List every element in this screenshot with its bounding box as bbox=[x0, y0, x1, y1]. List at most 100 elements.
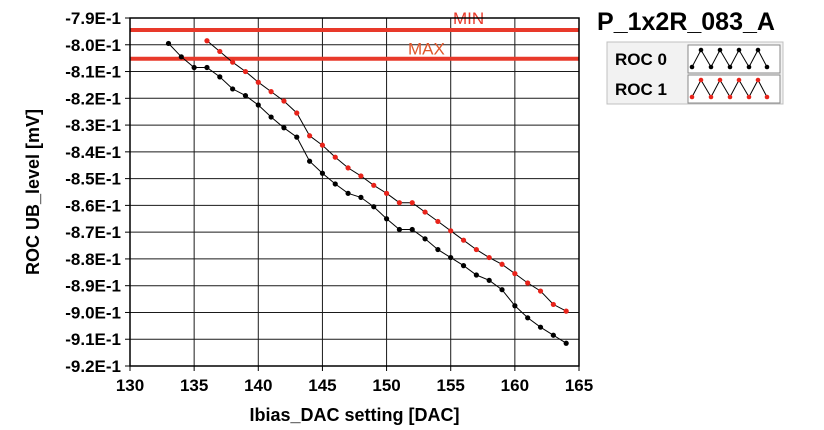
data-point-roc-0 bbox=[191, 64, 197, 71]
data-point-roc-1 bbox=[550, 301, 556, 308]
data-point-roc-0 bbox=[409, 226, 415, 233]
data-point-roc-0 bbox=[486, 277, 492, 283]
data-point-roc-0 bbox=[473, 272, 479, 278]
data-point-roc-0 bbox=[217, 74, 223, 80]
data-point-roc-0 bbox=[537, 324, 544, 330]
legend-marker-roc-0 bbox=[764, 64, 770, 70]
x-tick-label: 155 bbox=[437, 376, 465, 395]
data-point-roc-1 bbox=[422, 209, 428, 215]
legend-marker-roc-1 bbox=[689, 94, 695, 100]
legend-marker-roc-1 bbox=[746, 94, 752, 100]
data-point-roc-1 bbox=[448, 228, 454, 234]
data-point-roc-0 bbox=[563, 340, 569, 346]
y-tick-label: -7.9E-1 bbox=[65, 9, 121, 28]
legend-marker-roc-1 bbox=[717, 77, 723, 83]
data-point-roc-1 bbox=[294, 110, 300, 116]
y-axis-title: ROC UB_level [mV] bbox=[23, 109, 43, 275]
y-tick-label: -8.0E-1 bbox=[65, 36, 121, 55]
y-tick-label: -8.5E-1 bbox=[65, 170, 121, 189]
data-point-roc-1 bbox=[537, 288, 544, 294]
data-point-roc-0 bbox=[332, 181, 338, 187]
data-point-roc-0 bbox=[512, 303, 518, 309]
data-point-roc-0 bbox=[396, 226, 402, 233]
legend-marker-roc-0 bbox=[717, 47, 723, 53]
legend-marker-roc-1 bbox=[764, 94, 770, 100]
y-tick-label: -8.2E-1 bbox=[65, 89, 121, 108]
legend-marker-roc-0 bbox=[736, 47, 742, 53]
legend-marker-roc-0 bbox=[755, 47, 761, 53]
y-tick-label: -9.1E-1 bbox=[65, 330, 121, 349]
limit-label-max: MAX bbox=[408, 40, 445, 59]
plot-area bbox=[130, 18, 579, 366]
data-point-roc-0 bbox=[383, 216, 390, 222]
data-point-roc-1 bbox=[204, 38, 210, 44]
data-point-roc-0 bbox=[242, 93, 249, 99]
legend-marker-roc-0 bbox=[698, 47, 704, 53]
data-point-roc-0 bbox=[281, 125, 287, 131]
x-tick-label: 145 bbox=[308, 376, 336, 395]
data-point-roc-1 bbox=[473, 246, 479, 253]
data-point-roc-0 bbox=[307, 158, 313, 164]
data-point-roc-1 bbox=[486, 254, 492, 261]
y-tick-label: -9.0E-1 bbox=[65, 303, 121, 322]
x-axis-title: Ibias_DAC setting [DAC] bbox=[249, 405, 459, 425]
data-point-roc-1 bbox=[255, 79, 261, 85]
data-point-roc-0 bbox=[460, 263, 467, 269]
data-point-roc-1 bbox=[383, 190, 390, 196]
data-point-roc-1 bbox=[499, 261, 505, 267]
y-tick-label: -8.6E-1 bbox=[65, 196, 121, 215]
legend-marker-roc-1 bbox=[736, 77, 742, 83]
data-point-roc-1 bbox=[345, 165, 351, 171]
data-point-roc-1 bbox=[396, 200, 402, 206]
data-point-roc-0 bbox=[422, 236, 428, 242]
data-point-roc-1 bbox=[435, 218, 441, 225]
x-tick-label: 140 bbox=[244, 376, 272, 395]
data-point-roc-0 bbox=[371, 204, 377, 210]
legend-marker-roc-1 bbox=[708, 94, 714, 100]
data-point-roc-0 bbox=[255, 102, 261, 108]
y-tick-label: -8.9E-1 bbox=[65, 277, 121, 296]
y-tick-label: -8.3E-1 bbox=[65, 116, 121, 135]
data-point-roc-0 bbox=[358, 194, 364, 200]
chart-title: P_1x2R_083_A bbox=[597, 8, 775, 36]
legend-label-roc-1: ROC 1 bbox=[615, 80, 667, 99]
data-point-roc-1 bbox=[230, 59, 236, 65]
data-point-roc-0 bbox=[165, 40, 172, 47]
legend-marker-roc-1 bbox=[727, 94, 733, 100]
legend-marker-roc-0 bbox=[727, 64, 733, 70]
data-point-roc-1 bbox=[409, 200, 415, 206]
data-point-roc-1 bbox=[371, 182, 377, 188]
legend-marker-roc-0 bbox=[689, 64, 695, 70]
data-point-roc-0 bbox=[178, 54, 184, 60]
x-tick-label: 150 bbox=[372, 376, 400, 395]
data-point-roc-0 bbox=[499, 287, 505, 293]
data-point-roc-0 bbox=[294, 134, 300, 140]
legend-marker-roc-0 bbox=[746, 64, 752, 70]
y-tick-label: -8.4E-1 bbox=[65, 143, 121, 162]
x-tick-label: 135 bbox=[180, 376, 208, 395]
data-point-roc-1 bbox=[512, 271, 518, 277]
plot-frame bbox=[129, 17, 580, 367]
y-tick-label: -8.1E-1 bbox=[65, 63, 121, 82]
data-point-roc-1 bbox=[281, 98, 287, 104]
data-point-roc-1 bbox=[460, 237, 467, 243]
data-point-roc-0 bbox=[204, 64, 210, 71]
x-tick-label: 165 bbox=[565, 376, 593, 395]
data-series bbox=[165, 38, 569, 346]
legend-marker-roc-0 bbox=[708, 64, 714, 70]
data-point-roc-1 bbox=[319, 142, 326, 148]
plot-background bbox=[130, 18, 579, 366]
data-point-roc-0 bbox=[435, 246, 441, 253]
axes: 130 135 140 145 150 155 160 165 -7.9E-1 -8.0E-1 -8… bbox=[65, 9, 593, 395]
data-point-roc-0 bbox=[550, 332, 556, 338]
y-tick-label: -8.8E-1 bbox=[65, 250, 121, 269]
data-point-roc-1 bbox=[525, 280, 531, 286]
data-point-roc-1 bbox=[358, 173, 364, 179]
y-tick-label: -8.7E-1 bbox=[65, 223, 121, 242]
data-point-roc-0 bbox=[448, 254, 454, 261]
data-point-roc-1 bbox=[242, 68, 249, 75]
data-point-roc-0 bbox=[345, 190, 351, 196]
